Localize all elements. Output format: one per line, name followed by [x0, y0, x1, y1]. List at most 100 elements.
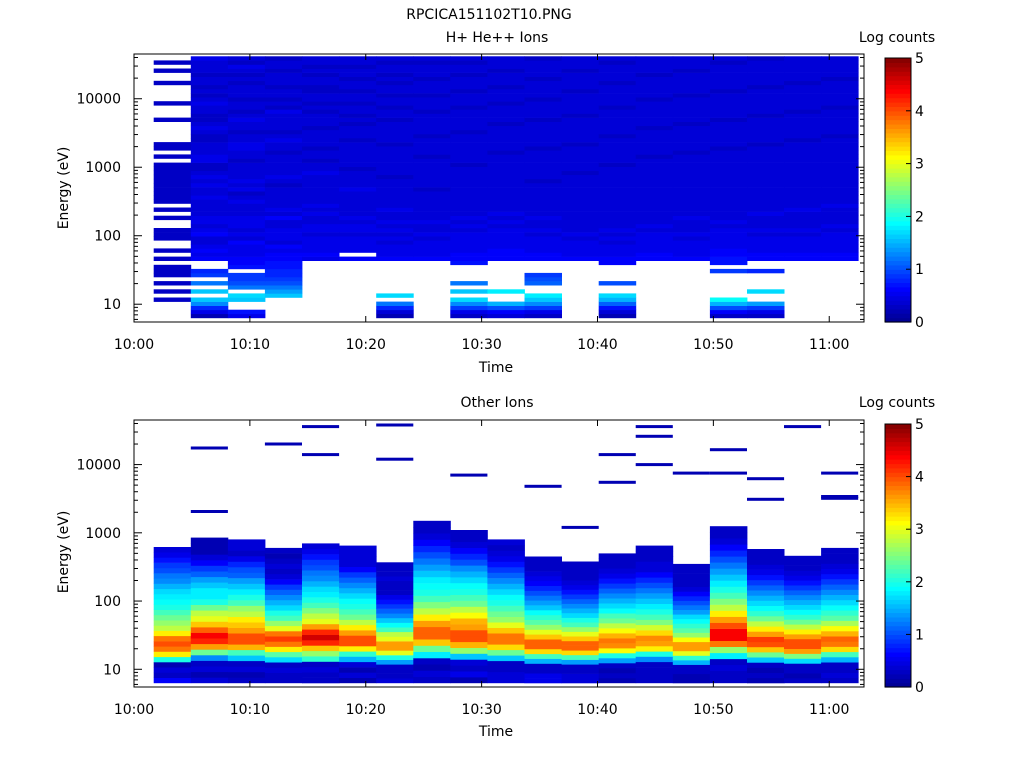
heatmap-cell	[227, 56, 266, 61]
heatmap-cell	[747, 240, 785, 245]
heatmap-cell	[709, 121, 748, 127]
heatmap-cell	[598, 84, 637, 90]
heatmap-cell	[635, 215, 674, 221]
heatmap-cell	[264, 84, 303, 90]
colorbar-swatch	[885, 264, 911, 270]
colorbar-swatch	[885, 467, 911, 473]
heatmap-cell	[561, 138, 600, 143]
heatmap-cell	[264, 207, 303, 212]
heatmap-cell	[635, 619, 674, 626]
heatmap-cell	[635, 646, 674, 652]
heatmap-cell	[487, 68, 525, 73]
heatmap-cell	[709, 616, 748, 623]
heatmap-cell	[598, 598, 637, 604]
heatmap-cell	[413, 645, 451, 652]
heatmap-cell	[524, 556, 562, 562]
heatmap-cell	[524, 84, 562, 90]
colorbar-swatch	[885, 520, 911, 526]
heatmap-cell	[672, 637, 711, 643]
heatmap-cell	[376, 84, 414, 90]
heatmap-cell	[264, 646, 303, 653]
heatmap-cell	[339, 174, 377, 180]
heatmap-cell	[672, 133, 711, 139]
heatmap-cell	[635, 129, 674, 135]
heatmap-cell	[264, 442, 302, 446]
heatmap-cell	[339, 133, 377, 139]
heatmap-cell	[487, 655, 525, 662]
heatmap-cell	[784, 76, 822, 82]
heatmap-cell	[376, 223, 414, 229]
heatmap-cell	[450, 571, 488, 578]
heatmap-cell	[376, 664, 414, 670]
heatmap-cell	[264, 117, 303, 122]
heatmap-cell	[635, 587, 674, 594]
heatmap-cell	[413, 232, 451, 237]
heatmap-cell	[487, 113, 525, 118]
colorbar-frame	[884, 57, 912, 323]
heatmap-cell	[487, 84, 525, 90]
heatmap-cell	[487, 556, 525, 562]
colorbar-tick-label: 4	[915, 470, 924, 486]
heatmap-cell	[190, 162, 229, 167]
heatmap-cell	[413, 195, 451, 200]
heatmap-cell	[747, 244, 785, 249]
heatmap-cell	[190, 142, 229, 147]
heatmap-cell	[598, 256, 637, 261]
heatmap-cell	[450, 64, 488, 69]
heatmap-cell	[487, 589, 525, 595]
heatmap-cell	[598, 583, 637, 589]
heatmap-cell	[376, 211, 414, 216]
x-tick-label: 10:20	[346, 702, 386, 718]
heatmap-cell	[672, 195, 711, 200]
heatmap-cell	[302, 97, 340, 102]
heatmap-cell	[264, 170, 303, 176]
heatmap-cell	[635, 80, 674, 86]
heatmap-cell	[598, 76, 637, 82]
heatmap-cell	[598, 162, 637, 167]
heatmap-cell	[709, 199, 748, 204]
heatmap-cell	[524, 484, 562, 488]
heatmap-cell	[302, 586, 340, 592]
heatmap-cell	[635, 178, 674, 184]
heatmap-cell	[376, 207, 414, 212]
heatmap-cell	[487, 146, 525, 151]
colorbar-swatch	[885, 437, 911, 443]
heatmap-cell	[598, 244, 637, 249]
heatmap-cell	[635, 113, 674, 118]
heatmap-cell	[747, 138, 785, 143]
heatmap-cell	[672, 178, 711, 184]
heatmap-cell	[376, 423, 414, 427]
heatmap-cell	[524, 580, 562, 586]
heatmap-cell	[747, 677, 785, 684]
heatmap-cell	[302, 133, 340, 139]
heatmap-cell	[450, 183, 488, 188]
heatmap-cell	[487, 80, 525, 86]
heatmap-cell	[264, 605, 303, 611]
heatmap-cell	[672, 605, 711, 610]
heatmap-cell	[227, 89, 266, 94]
heatmap-cell	[672, 609, 711, 615]
heatmap-cell	[672, 93, 711, 98]
heatmap-cell	[524, 117, 562, 122]
heatmap-cell	[598, 211, 637, 216]
heatmap-cell	[524, 605, 562, 611]
heatmap-cell	[153, 178, 192, 184]
heatmap-cell	[672, 203, 711, 208]
heatmap-cell	[450, 641, 488, 648]
heatmap-cell	[672, 669, 711, 675]
heatmap-cell	[190, 150, 229, 155]
heatmap-cell	[227, 644, 266, 651]
heatmap-cell	[264, 289, 303, 294]
heatmap-cell	[450, 594, 488, 601]
heatmap-cell	[376, 252, 414, 257]
heatmap-cell	[264, 589, 303, 595]
x-tick-label: 11:00	[809, 702, 849, 718]
heatmap-cell	[709, 178, 748, 184]
heatmap-cell	[635, 661, 674, 668]
heatmap-cell	[302, 256, 340, 261]
heatmap-cell	[413, 633, 451, 640]
heatmap-cell	[821, 154, 859, 159]
heatmap-cell	[264, 573, 303, 580]
heatmap-cell	[450, 162, 488, 167]
heatmap-cell	[561, 60, 600, 65]
